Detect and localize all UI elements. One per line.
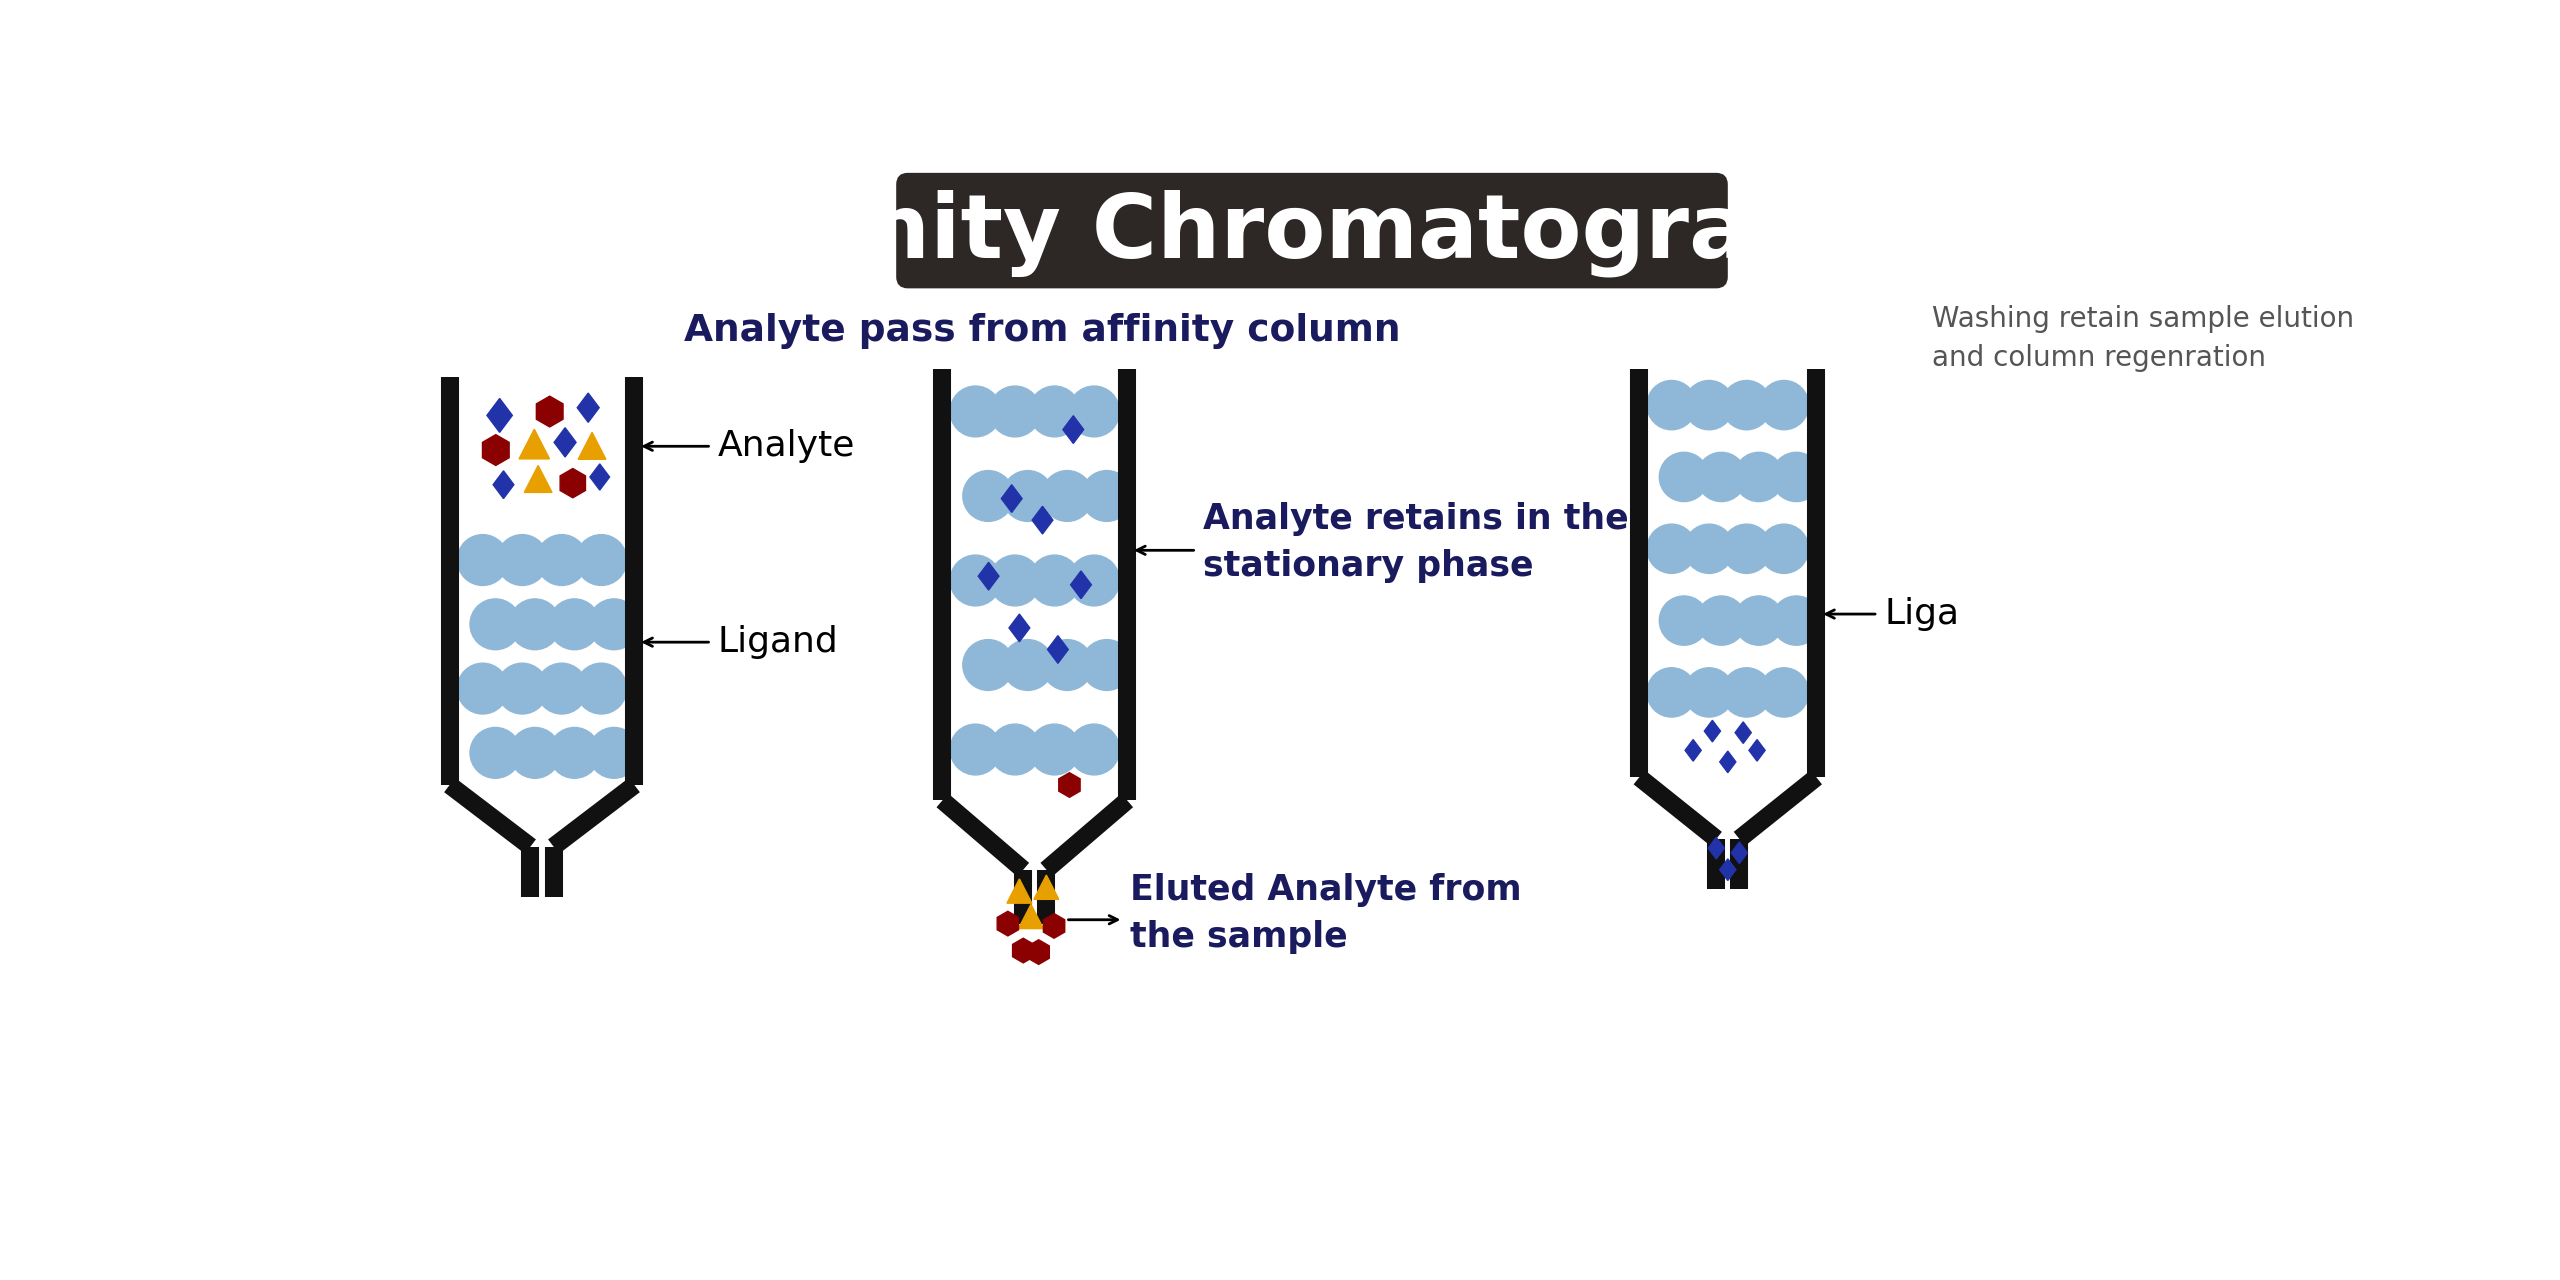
Circle shape [1080,640,1132,690]
Polygon shape [1705,721,1720,742]
Polygon shape [978,562,998,590]
Circle shape [589,727,640,778]
Circle shape [1068,387,1119,436]
Polygon shape [1720,859,1736,881]
Circle shape [1684,524,1733,573]
Circle shape [1697,596,1746,645]
Circle shape [1723,380,1772,430]
Polygon shape [520,429,550,460]
Circle shape [1004,640,1052,690]
Circle shape [1723,668,1772,717]
Circle shape [1759,524,1810,573]
Text: Washing retain sample elution
and column regenration: Washing retain sample elution and column… [1933,305,2355,372]
Circle shape [1646,668,1697,717]
Polygon shape [1014,938,1034,963]
Polygon shape [1001,485,1021,512]
Polygon shape [481,435,509,466]
Circle shape [1684,668,1733,717]
Circle shape [1029,724,1080,774]
Polygon shape [576,393,599,422]
Polygon shape [1736,722,1751,744]
Circle shape [497,663,548,714]
Circle shape [1772,596,1820,645]
Polygon shape [1032,507,1052,534]
Circle shape [1029,387,1080,436]
Circle shape [1080,471,1132,521]
Circle shape [1646,524,1697,573]
Circle shape [991,724,1039,774]
Polygon shape [561,468,586,498]
Circle shape [1723,524,1772,573]
Circle shape [1004,471,1052,521]
Circle shape [538,535,586,585]
Circle shape [1659,452,1708,502]
Text: Ligand: Ligand [717,625,837,659]
Circle shape [991,556,1039,605]
Polygon shape [589,463,609,490]
Circle shape [1697,452,1746,502]
Circle shape [576,663,627,714]
Circle shape [950,387,1001,436]
Polygon shape [1009,614,1029,641]
Polygon shape [1731,842,1748,864]
Circle shape [950,724,1001,774]
Text: Eluted Analyte from
the sample: Eluted Analyte from the sample [1129,873,1521,955]
Circle shape [1029,556,1080,605]
Polygon shape [1047,636,1068,663]
Polygon shape [1062,416,1083,443]
Text: Analyte pass from affinity column: Analyte pass from affinity column [684,312,1400,348]
Text: Liga: Liga [1884,596,1958,631]
Polygon shape [1034,876,1060,900]
Circle shape [471,727,520,778]
Circle shape [963,471,1014,521]
Circle shape [471,599,520,650]
Polygon shape [525,466,553,493]
Polygon shape [1708,837,1725,859]
Circle shape [1759,380,1810,430]
Text: Analyte: Analyte [717,429,855,463]
Polygon shape [553,428,576,457]
Circle shape [548,599,599,650]
Polygon shape [1070,571,1091,599]
Polygon shape [1060,773,1080,797]
Circle shape [509,727,561,778]
Circle shape [950,556,1001,605]
Polygon shape [1019,905,1044,928]
Circle shape [1646,380,1697,430]
Circle shape [509,599,561,650]
Circle shape [1772,452,1820,502]
Polygon shape [1720,751,1736,773]
Polygon shape [486,398,512,433]
FancyBboxPatch shape [896,173,1728,288]
Polygon shape [494,471,515,498]
Circle shape [1733,452,1784,502]
Polygon shape [1006,879,1032,904]
Circle shape [1759,668,1810,717]
Polygon shape [1029,940,1050,964]
Circle shape [458,535,507,585]
Circle shape [1068,724,1119,774]
Circle shape [1042,471,1093,521]
Circle shape [1733,596,1784,645]
Circle shape [576,535,627,585]
Text: Affinity Chromatography: Affinity Chromatography [691,189,1933,278]
Polygon shape [1044,914,1065,938]
Circle shape [1659,596,1708,645]
Circle shape [991,387,1039,436]
Circle shape [538,663,586,714]
Circle shape [497,535,548,585]
Circle shape [458,663,507,714]
Circle shape [1042,640,1093,690]
Polygon shape [998,911,1019,936]
Text: Analyte retains in the
stationary phase: Analyte retains in the stationary phase [1203,502,1628,584]
Circle shape [589,599,640,650]
Polygon shape [1684,740,1702,762]
Circle shape [1068,556,1119,605]
Polygon shape [538,396,563,428]
Circle shape [963,640,1014,690]
Circle shape [548,727,599,778]
Polygon shape [579,433,607,460]
Polygon shape [1748,740,1766,762]
Circle shape [1684,380,1733,430]
